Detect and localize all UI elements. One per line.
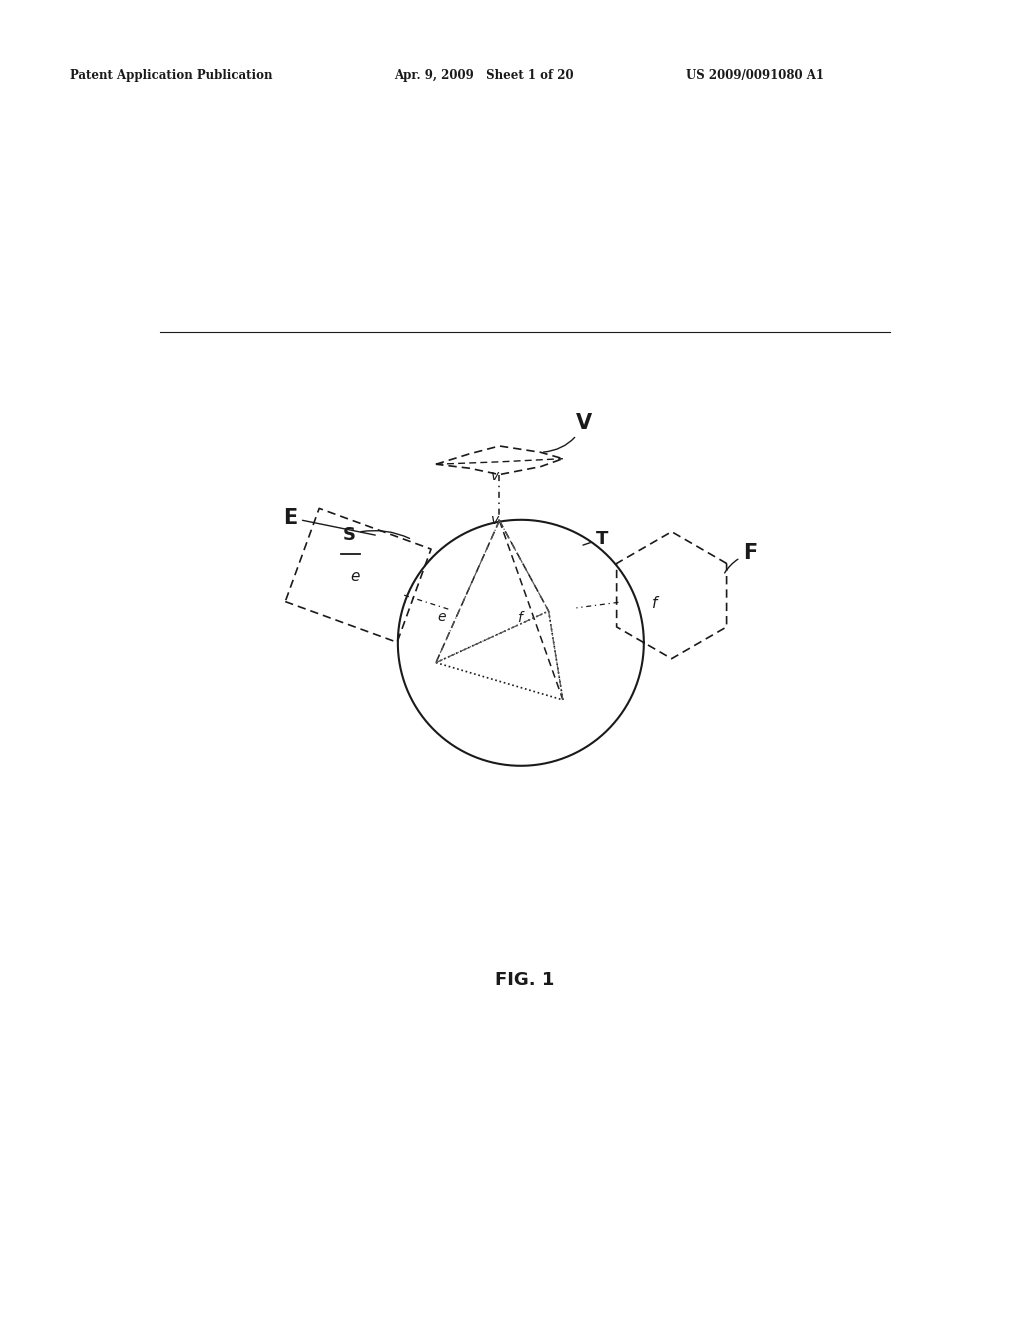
Text: f: f <box>517 611 522 626</box>
Text: US 2009/0091080 A1: US 2009/0091080 A1 <box>686 69 824 82</box>
Text: T: T <box>583 529 608 548</box>
Text: E: E <box>283 508 375 535</box>
Text: e: e <box>437 610 446 623</box>
Text: S: S <box>342 525 410 544</box>
Text: v: v <box>490 469 499 483</box>
Text: Apr. 9, 2009   Sheet 1 of 20: Apr. 9, 2009 Sheet 1 of 20 <box>394 69 573 82</box>
Text: e: e <box>350 569 359 583</box>
Text: V: V <box>544 413 593 453</box>
Text: F: F <box>725 544 758 573</box>
Text: Patent Application Publication: Patent Application Publication <box>70 69 272 82</box>
Text: FIG. 1: FIG. 1 <box>496 972 554 989</box>
Text: f: f <box>652 595 657 611</box>
Text: v: v <box>492 512 500 527</box>
